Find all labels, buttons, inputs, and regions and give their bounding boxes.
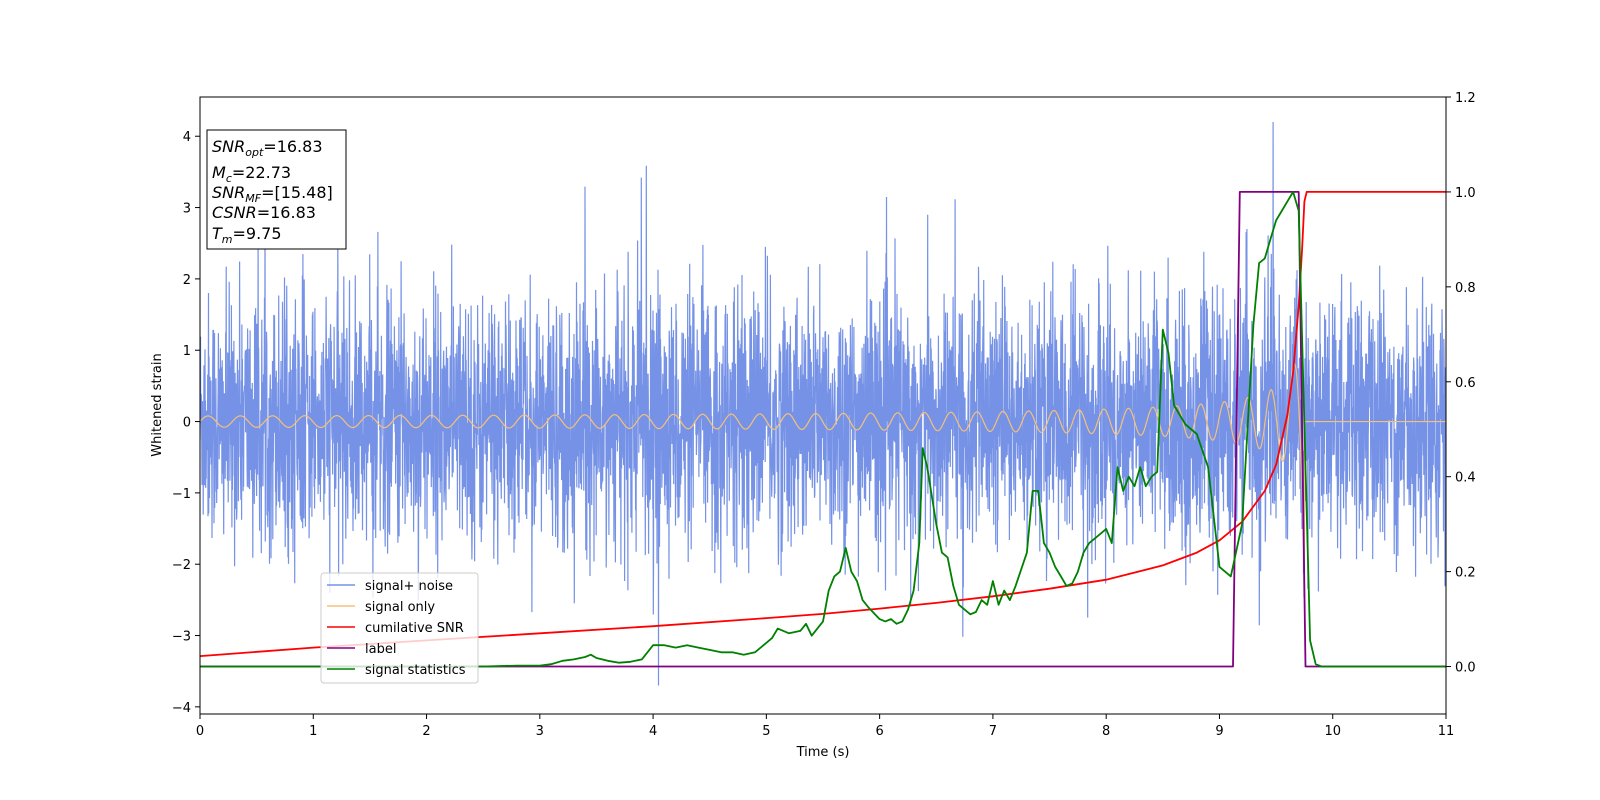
- y-axis-right: 0.0 0.2 0.4 0.6 0.8 1.0 1.2: [1446, 91, 1476, 676]
- x-tick-label: 10: [1324, 724, 1341, 739]
- legend-label-signal-only: signal only: [365, 600, 435, 615]
- legend-label-signal-statistics: signal statistics: [365, 663, 466, 678]
- x-tick-label: 2: [422, 724, 430, 739]
- legend-frame: [320, 572, 479, 684]
- legend-label-label: label: [365, 642, 396, 657]
- plot-area: [200, 121, 1446, 686]
- x-tick-label: 11: [1438, 724, 1455, 739]
- y-right-tick-label: 0.0: [1455, 661, 1476, 676]
- y-tick-label: 0: [183, 416, 191, 431]
- y-tick-label: −1: [172, 487, 191, 502]
- legend-label-signal-noise: signal+ noise: [365, 579, 453, 594]
- x-tick-label: 8: [1102, 724, 1110, 739]
- legend-item-signal-only: signal only: [327, 600, 435, 615]
- info-snr-opt: SNRopt=16.83: [212, 137, 323, 159]
- x-tick-label: 1: [309, 724, 317, 739]
- y-tick-label: −3: [172, 630, 191, 645]
- x-tick-label: 3: [536, 724, 544, 739]
- info-tm: Tm=9.75: [212, 224, 282, 246]
- y-axis-left: −4 −3 −2 −1 0 1 2 3 4: [172, 130, 200, 716]
- series-line-cumulative-snr: [200, 191, 1446, 657]
- y-tick-label: 3: [183, 202, 191, 217]
- x-tick-label: 6: [875, 724, 883, 739]
- series-line-signal-statistics: [200, 191, 1446, 668]
- y-right-tick-label: 0.6: [1455, 376, 1476, 391]
- legend-label-cumulative-snr: cumilative SNR: [365, 621, 464, 636]
- y-tick-label: 4: [183, 130, 191, 145]
- legend: signal+ noise signal only cumilative SNR…: [320, 572, 479, 684]
- x-tick-label: 7: [989, 724, 997, 739]
- y-right-tick-label: 0.2: [1455, 566, 1476, 581]
- y-right-tick-label: 1.0: [1455, 186, 1476, 201]
- y-axis-title: Whitened strain: [150, 353, 165, 456]
- y-tick-label: 1: [183, 344, 191, 359]
- x-axis: 0 1 2 3 4 5 6 7 8 9 10 11: [196, 714, 1454, 739]
- y-tick-label: 2: [183, 273, 191, 288]
- info-snr-mf: SNRMF=[15.48]: [212, 183, 333, 205]
- legend-item-label: label: [327, 642, 396, 657]
- y-right-tick-label: 1.2: [1455, 91, 1476, 106]
- legend-item-signal-noise: signal+ noise: [327, 579, 453, 594]
- x-tick-label: 5: [762, 724, 770, 739]
- x-tick-label: 0: [196, 724, 204, 739]
- y-right-tick-label: 0.4: [1455, 471, 1476, 486]
- info-csnr: CSNR=16.83: [212, 203, 316, 222]
- legend-item-cumulative-snr: cumilative SNR: [327, 621, 464, 636]
- series-line-signal-only: [200, 362, 1446, 575]
- y-tick-label: −2: [172, 558, 191, 573]
- legend-item-signal-statistics: signal statistics: [327, 663, 466, 678]
- x-tick-label: 9: [1215, 724, 1223, 739]
- info-mc: Mc=22.73: [212, 163, 291, 185]
- plot-frame: [199, 96, 1447, 715]
- info-box: SNRopt=16.83 Mc=22.73 SNRMF=[15.48] CSNR…: [206, 129, 347, 250]
- y-tick-label: −4: [172, 701, 191, 716]
- y-right-tick-label: 0.8: [1455, 281, 1476, 296]
- x-axis-title: Time (s): [796, 745, 850, 760]
- x-tick-label: 4: [649, 724, 657, 739]
